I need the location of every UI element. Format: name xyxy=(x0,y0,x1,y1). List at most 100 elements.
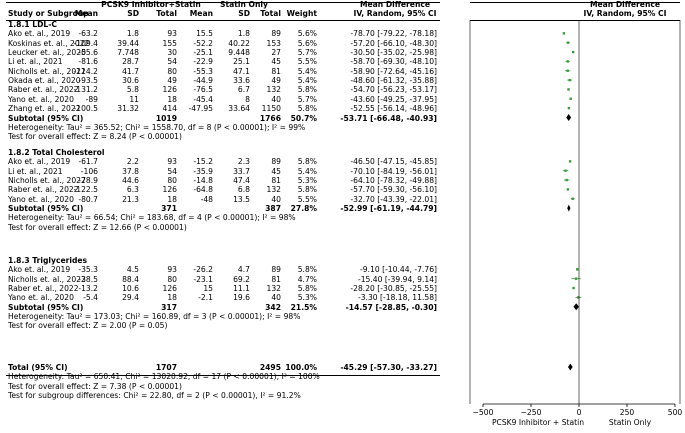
cell-ci: -64.10 [-78.32, -49.88] xyxy=(350,176,437,186)
x-tick-label: 0 xyxy=(577,408,582,417)
heterogeneity-text: Heterogeneity: Tau² = 173.03; Chi² = 160… xyxy=(8,312,301,322)
subgroup-title: 1.8.1 LDL-C xyxy=(8,20,57,29)
header-pcsk9-group: PCSK9 Inhibitor+Statin xyxy=(101,0,201,9)
total-heterogeneity: Heterogeneity: Tau² = 650.41; Chi² = 130… xyxy=(8,372,320,382)
total-n-statin: 2495 xyxy=(259,363,281,372)
plot-header-bottom-rule xyxy=(470,20,680,21)
cell-study: Raber et. al., 2022 xyxy=(8,185,79,195)
cell-weight: 5.8% xyxy=(297,104,317,114)
cell-mean-statin: -64.8 xyxy=(193,185,213,195)
cell-weight: 5.3% xyxy=(297,176,317,186)
cell-sd-pcsk9: 88.4 xyxy=(122,274,139,284)
cell-ci: -9.10 [-10.44, -7.76] xyxy=(360,265,437,275)
total-diamond xyxy=(567,363,573,371)
cell-mean-statin: -47.95 xyxy=(188,104,213,114)
cell-study: Ako et. al., 2019 xyxy=(8,29,71,39)
cell-mean-statin: 15.5 xyxy=(196,29,213,39)
subtotal-total-statin: 387 xyxy=(265,204,281,214)
subtotal-total-statin: 1766 xyxy=(259,113,281,123)
cell-ci: -78.70 [-79.22, -78.18] xyxy=(350,29,437,39)
cell-total-statin: 89 xyxy=(271,265,281,275)
cell-weight: 4.7% xyxy=(297,274,317,284)
cell-weight: 5.8% xyxy=(297,157,317,167)
cell-mean-statin: -14.8 xyxy=(193,176,213,186)
study-point xyxy=(572,286,575,290)
cell-mean-statin: 15 xyxy=(203,284,213,294)
cell-mean-pcsk9: -109.4 xyxy=(73,38,98,48)
overall-effect-text: Test for overall effect: Z = 2.00 (P = 0… xyxy=(8,321,168,331)
cell-sd-statin: 9.448 xyxy=(228,48,250,58)
subtotal-total-pcsk9: 1019 xyxy=(155,113,177,123)
header-md-left-2: IV, Random, 95% CI xyxy=(353,9,437,18)
x-tick-label: 500 xyxy=(668,408,683,417)
header-weight: Weight xyxy=(286,9,317,18)
cell-mean-statin: -45.4 xyxy=(193,94,213,104)
cell-study: Li et. al., 2021 xyxy=(8,166,63,176)
cell-sd-pcsk9: 10.6 xyxy=(122,284,139,294)
cell-weight: 5.8% xyxy=(297,284,317,294)
cell-sd-pcsk9: 1.8 xyxy=(126,29,139,39)
total-overall-effect: Test for overall effect: Z = 7.38 (P < 0… xyxy=(8,381,182,391)
study-point xyxy=(566,41,570,44)
cell-total-statin: 45 xyxy=(271,166,281,176)
cell-total-statin: 132 xyxy=(266,284,282,294)
header-study: Study or Subgroup xyxy=(8,9,89,18)
subtotal-diamond xyxy=(573,303,579,311)
cell-sd-statin: 40.22 xyxy=(228,38,250,48)
header-total-2: Total xyxy=(260,9,281,18)
cell-sd-pcsk9: 21.3 xyxy=(122,194,139,204)
heterogeneity-text: Heterogeneity: Tau² = 365.52; Chi² = 155… xyxy=(8,122,306,132)
subtotal-total-pcsk9: 371 xyxy=(161,204,177,214)
cell-sd-pcsk9: 2.2 xyxy=(126,157,139,167)
cell-sd-pcsk9: 7.748 xyxy=(117,48,139,58)
cell-total-statin: 49 xyxy=(271,76,281,86)
subtotal-label: Subtotal (95% CI) xyxy=(8,113,84,123)
cell-mean-statin: -55.3 xyxy=(193,66,213,76)
x-axis-label-right: Statin Only xyxy=(609,418,652,427)
cell-total-pcsk9: 80 xyxy=(167,274,177,284)
cell-total-pcsk9: 93 xyxy=(167,265,177,275)
cell-total-pcsk9: 54 xyxy=(167,166,177,176)
overall-effect-text: Test for overall effect: Z = 12.66 (P < … xyxy=(8,222,187,232)
header-statin-group: Statin Only xyxy=(220,0,268,9)
cell-mean-pcsk9: -131.2 xyxy=(73,85,98,95)
cell-mean-pcsk9: -114.2 xyxy=(73,66,98,76)
subgroup-title: 1.8.2 Total Cholesterol xyxy=(8,148,105,157)
cell-mean-statin: -26.2 xyxy=(193,265,213,275)
cell-total-statin: 40 xyxy=(271,293,281,303)
cell-weight: 5.6% xyxy=(297,38,317,48)
cell-ci: -46.50 [-47.15, -45.85] xyxy=(350,157,437,167)
cell-study: Ako et. al., 2019 xyxy=(8,265,71,275)
cell-sd-statin: 47.1 xyxy=(233,66,250,76)
x-tick-label: −500 xyxy=(473,408,494,417)
cell-total-statin: 40 xyxy=(271,194,281,204)
cell-sd-statin: 6.8 xyxy=(237,185,250,195)
subtotal-diamond xyxy=(566,114,572,121)
cell-study: Li et. al., 2021 xyxy=(8,57,63,67)
cell-study: Ako et. al., 2019 xyxy=(8,157,71,167)
cell-mean-statin: -48 xyxy=(200,194,213,204)
cell-total-pcsk9: 30 xyxy=(167,48,177,58)
study-point xyxy=(577,296,580,299)
study-point xyxy=(567,106,571,110)
header-md-right-1: Mean Difference xyxy=(589,0,661,9)
cell-total-statin: 40 xyxy=(271,94,281,104)
cell-weight: 5.7% xyxy=(297,48,317,58)
subgroup-differences: Test for subgroup differences: Chi² = 22… xyxy=(8,391,301,401)
cell-total-pcsk9: 414 xyxy=(162,104,178,114)
cell-sd-statin: 6.7 xyxy=(237,85,250,95)
cell-sd-pcsk9: 39.44 xyxy=(117,38,139,48)
study-point xyxy=(568,160,572,163)
cell-weight: 5.4% xyxy=(297,76,317,86)
cell-total-pcsk9: 80 xyxy=(167,66,177,76)
cell-total-statin: 1150 xyxy=(261,104,281,114)
cell-sd-statin: 69.2 xyxy=(233,274,250,284)
cell-sd-pcsk9: 29.4 xyxy=(122,293,139,303)
cell-ci: -57.20 [-66.10, -48.30] xyxy=(350,38,437,48)
study-point xyxy=(566,60,569,63)
cell-sd-statin: 13.5 xyxy=(233,194,250,204)
subtotal-label: Subtotal (95% CI) xyxy=(8,302,84,312)
cell-weight: 5.8% xyxy=(297,85,317,95)
